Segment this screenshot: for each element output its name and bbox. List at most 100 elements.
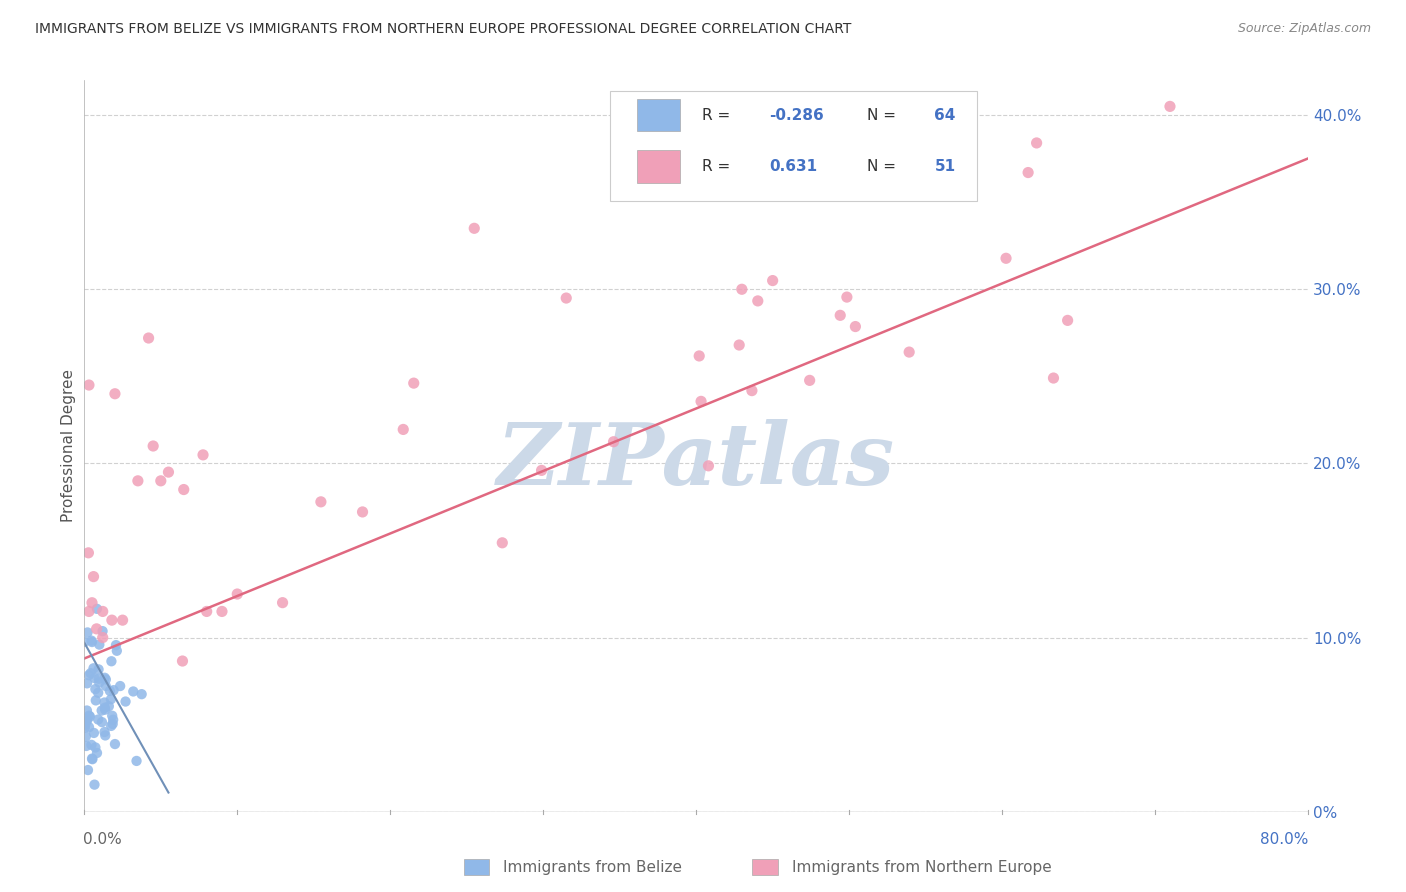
Point	[127, 474, 149, 488]
Point	[83, 661, 105, 675]
Point	[1017, 165, 1039, 179]
Point	[75, 730, 97, 744]
Point	[86, 746, 108, 760]
Point	[100, 692, 122, 706]
Point	[87, 713, 110, 727]
Point	[271, 596, 294, 610]
Point	[157, 465, 180, 479]
Point	[995, 252, 1018, 266]
Text: R =: R =	[702, 159, 735, 174]
Point	[191, 448, 214, 462]
Point	[93, 671, 115, 685]
Point	[89, 675, 111, 690]
Point	[98, 684, 121, 698]
Point	[73, 634, 96, 648]
Point	[211, 604, 233, 618]
Point	[1025, 136, 1047, 150]
Point	[75, 739, 97, 753]
Point	[97, 699, 120, 714]
Point	[697, 458, 720, 473]
Point	[77, 546, 100, 560]
Point	[87, 686, 110, 700]
Point	[688, 349, 710, 363]
Text: N =: N =	[868, 108, 901, 122]
Point	[94, 700, 117, 714]
Point	[86, 622, 108, 636]
Text: Immigrants from Northern Europe: Immigrants from Northern Europe	[792, 860, 1052, 874]
Point	[91, 631, 114, 645]
Point	[82, 752, 104, 766]
Point	[93, 696, 115, 710]
Text: R =: R =	[702, 108, 735, 122]
Point	[84, 682, 107, 697]
FancyBboxPatch shape	[610, 91, 977, 201]
Point	[84, 740, 107, 755]
Point	[75, 717, 97, 731]
Point	[80, 596, 103, 610]
Point	[762, 274, 785, 288]
Point	[104, 386, 127, 401]
Point	[125, 754, 148, 768]
Point	[309, 495, 332, 509]
Point	[87, 672, 110, 686]
Point	[94, 673, 117, 687]
Point	[195, 604, 218, 618]
Text: Immigrants from Belize: Immigrants from Belize	[503, 860, 682, 874]
Point	[747, 293, 769, 308]
Y-axis label: Professional Degree: Professional Degree	[60, 369, 76, 523]
Point	[89, 638, 111, 652]
Point	[104, 638, 127, 652]
Text: 0.631: 0.631	[769, 159, 817, 174]
Point	[491, 536, 513, 550]
Point	[173, 483, 195, 497]
Point	[83, 569, 105, 583]
Point	[844, 319, 866, 334]
Point	[830, 309, 852, 323]
Point	[104, 737, 127, 751]
Point	[226, 587, 249, 601]
Point	[101, 613, 124, 627]
Point	[76, 625, 98, 640]
Point	[77, 604, 100, 618]
Point	[79, 709, 101, 723]
Point	[83, 778, 105, 792]
Point	[91, 715, 114, 730]
Point	[138, 331, 160, 345]
Point	[602, 434, 624, 449]
Point	[77, 708, 100, 723]
Point	[835, 290, 858, 304]
Point	[731, 282, 754, 296]
Point	[122, 684, 145, 698]
Text: Source: ZipAtlas.com: Source: ZipAtlas.com	[1237, 22, 1371, 36]
Point	[75, 714, 97, 728]
Point	[76, 713, 98, 727]
Bar	[637, 99, 681, 131]
Point	[84, 693, 107, 707]
Point	[555, 291, 578, 305]
Point	[100, 719, 122, 733]
Point	[77, 668, 100, 682]
Point	[799, 373, 821, 387]
Point	[77, 763, 100, 777]
Point	[898, 345, 921, 359]
Point	[100, 654, 122, 668]
Text: N =: N =	[868, 159, 901, 174]
Point	[91, 604, 114, 618]
Point	[80, 751, 103, 765]
Point	[87, 662, 110, 676]
Point	[76, 676, 98, 690]
Point	[142, 439, 165, 453]
Point	[402, 376, 425, 391]
Point	[105, 644, 128, 658]
Point	[79, 666, 101, 681]
Point	[77, 378, 100, 392]
Point	[114, 694, 136, 708]
Point	[101, 713, 124, 727]
Point	[94, 728, 117, 742]
Point	[76, 704, 98, 718]
Point	[94, 679, 117, 693]
Point	[463, 221, 485, 235]
Point	[690, 394, 713, 409]
Point	[93, 725, 115, 739]
Point	[83, 671, 105, 685]
